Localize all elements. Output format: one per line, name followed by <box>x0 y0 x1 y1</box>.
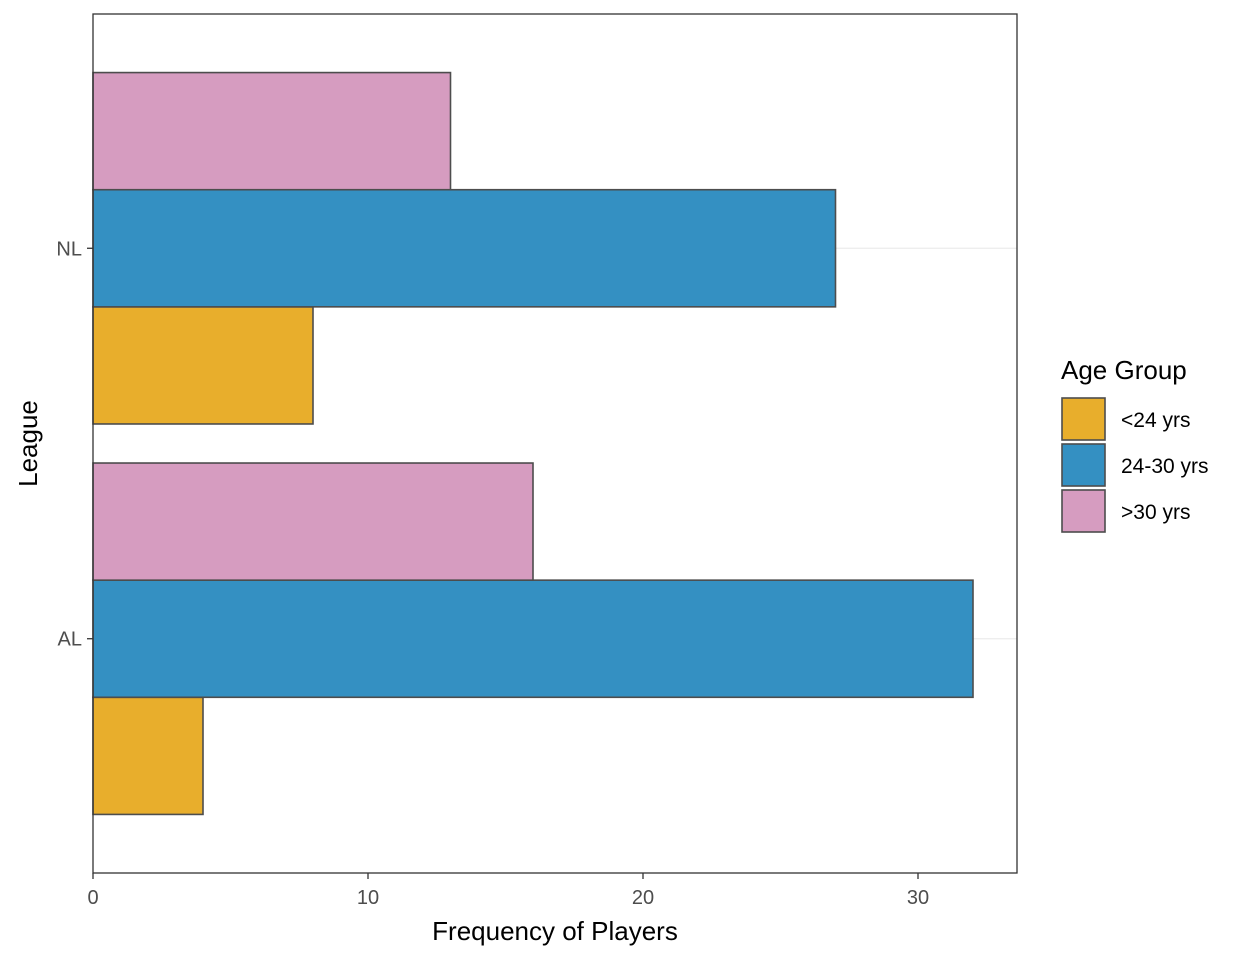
legend-title: Age Group <box>1061 355 1187 385</box>
x-axis-title: Frequency of Players <box>432 916 678 946</box>
x-tick-label-10: 10 <box>357 887 379 909</box>
bar-al-30-yrs <box>92 462 534 581</box>
legend: Age Group <24 yrs 24-30 yrs >30 yrs <box>1061 355 1209 533</box>
bar-nl-24-30-yrs <box>92 188 837 308</box>
bar-nl-30-yrs <box>92 71 452 191</box>
x-tick-label-20: 20 <box>632 887 654 909</box>
x-axis: 0 10 20 30 <box>87 873 929 909</box>
y-axis: AL NL <box>56 238 93 651</box>
y-tick-label-nl: NL <box>56 238 82 260</box>
legend-label-30-yrs: >30 yrs <box>1121 501 1190 524</box>
bar-al-24-30-yrs <box>92 579 974 699</box>
legend-label-24-yrs: <24 yrs <box>1121 409 1190 432</box>
bar-nl-24-yrs <box>92 306 314 425</box>
legend-label-24-30-yrs: 24-30 yrs <box>1121 455 1209 478</box>
x-tick-label-0: 0 <box>87 887 98 909</box>
y-tick-label-al: AL <box>58 629 82 651</box>
x-tick-label-30: 30 <box>907 887 929 909</box>
legend-key-24-yrs <box>1061 397 1106 441</box>
bars <box>92 71 974 816</box>
legend-key-24-30-yrs <box>1061 443 1106 487</box>
legend-key-30-yrs <box>1061 489 1106 533</box>
bar-al-24-yrs <box>92 696 204 816</box>
y-axis-title: League <box>13 400 43 487</box>
plot-panel-border <box>92 13 1018 874</box>
